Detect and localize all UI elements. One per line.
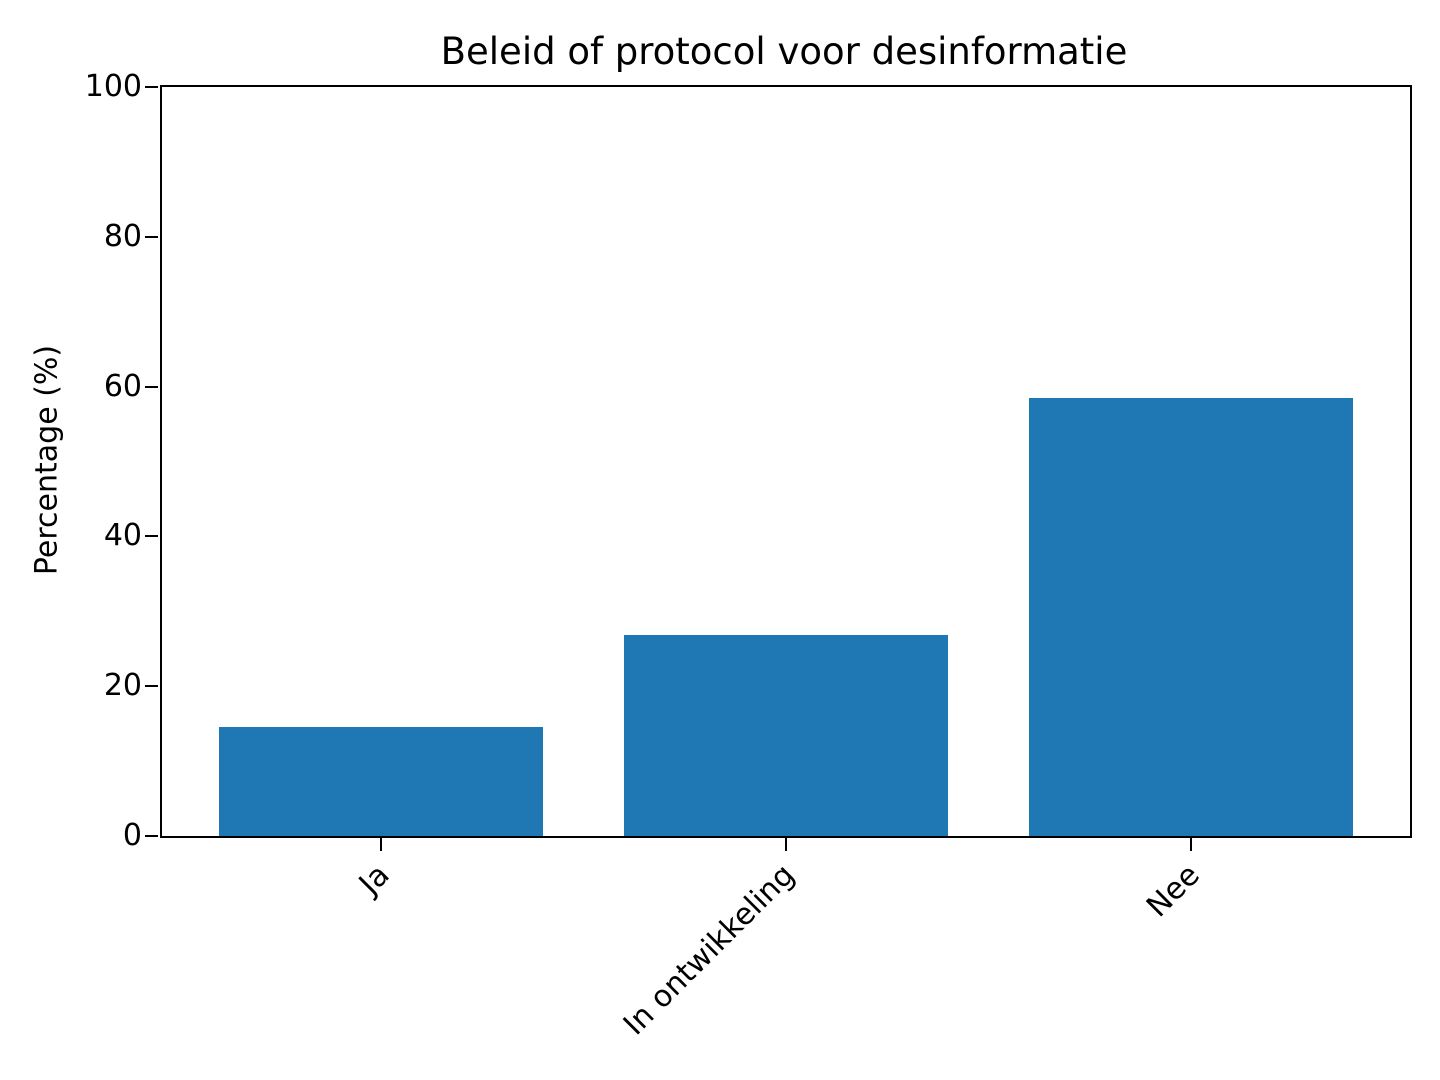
x-tick-mark-in-ontwikkeling [785,838,787,851]
bar-ja [218,726,543,836]
x-tick-label-in-ontwikkeling: In ontwikkeling [616,857,802,1043]
y-tick-mark-60 [145,385,158,388]
y-tick-label-60: 60 [103,368,142,404]
y-tick-mark-0 [145,835,158,837]
bar-in-ontwikkeling [623,635,949,836]
y-tick-mark-40 [145,535,158,538]
y-tick-mark-80 [145,235,158,238]
y-tick-label-0: 0 [122,818,142,853]
y-tick-label-40: 40 [103,518,142,554]
y-tick-label-100: 100 [84,69,142,104]
y-tick-mark-100 [145,86,158,88]
y-tick-mark-20 [145,685,158,688]
y-axis-label: Percentage (%) [29,344,65,576]
x-tick-mark-nee [1190,838,1193,851]
plot-area: 0 20 40 60 80 100 Ja In ontwikkeling Nee [85,72,1412,1042]
x-tick-label-nee: Nee [1139,857,1207,925]
y-tick-label-80: 80 [103,218,142,254]
chart-title: Beleid of protocol voor desinformatie [440,30,1128,73]
x-tick-mark-ja [379,838,382,851]
bar-nee [1029,397,1354,836]
y-tick-label-20: 20 [103,668,142,704]
x-tick-label-ja: Ja [352,857,397,902]
